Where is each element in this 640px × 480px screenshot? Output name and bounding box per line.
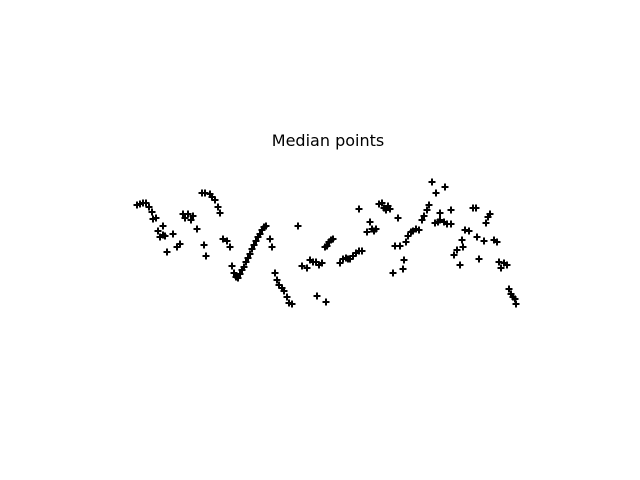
data-point (294, 222, 302, 230)
data-point (378, 199, 386, 207)
data-point (329, 235, 337, 243)
data-point (458, 236, 466, 244)
data-point (148, 208, 156, 216)
data-point (313, 292, 321, 300)
data-point (450, 251, 458, 259)
data-point (425, 201, 433, 209)
data-point (366, 218, 374, 226)
data-point (394, 214, 402, 222)
data-point (236, 270, 244, 278)
data-point (399, 265, 407, 273)
data-point (456, 261, 464, 269)
data-point (372, 225, 380, 233)
marker-layer (133, 178, 520, 308)
data-point (505, 285, 513, 293)
data-point (219, 235, 227, 243)
data-point (415, 226, 423, 234)
data-point (447, 220, 455, 228)
data-point (512, 300, 520, 308)
data-point (475, 255, 483, 263)
data-point (273, 276, 281, 284)
data-point (473, 233, 481, 241)
data-point (240, 263, 248, 271)
data-point (271, 269, 279, 277)
data-point (216, 209, 224, 217)
data-point (465, 227, 473, 235)
data-point (318, 259, 326, 267)
data-point (244, 254, 252, 262)
data-point (400, 256, 408, 264)
data-point (482, 219, 490, 227)
data-point (252, 237, 260, 245)
data-point (248, 245, 256, 253)
data-point (472, 204, 480, 212)
data-point (250, 241, 258, 249)
data-point (423, 206, 431, 214)
data-point (441, 183, 449, 191)
data-point (503, 261, 511, 269)
data-point (402, 238, 410, 246)
data-point (358, 247, 366, 255)
data-point (223, 237, 231, 245)
data-point (189, 212, 197, 220)
data-point (480, 237, 488, 245)
data-point (246, 250, 254, 258)
data-point (355, 205, 363, 213)
data-point (214, 203, 222, 211)
data-point (268, 243, 276, 251)
data-point (493, 238, 501, 246)
data-point (418, 216, 426, 224)
data-point (303, 264, 311, 272)
data-point (169, 230, 177, 238)
data-point (386, 205, 394, 213)
data-point (211, 196, 219, 204)
data-point (228, 262, 236, 270)
data-point (363, 228, 371, 236)
data-point (234, 274, 242, 282)
data-point (436, 216, 444, 224)
data-point (145, 203, 153, 211)
data-point (161, 232, 169, 240)
data-point (323, 242, 331, 250)
data-point (283, 293, 291, 301)
data-point (298, 262, 306, 270)
data-point (322, 298, 330, 306)
data-point (230, 269, 238, 277)
data-point (159, 222, 167, 230)
data-point (193, 225, 201, 233)
data-point (262, 222, 270, 230)
data-point (142, 199, 150, 207)
data-point (420, 212, 428, 220)
data-point (336, 259, 344, 267)
data-point (202, 252, 210, 260)
data-point (432, 189, 440, 197)
data-point (181, 214, 189, 222)
data-point (288, 300, 296, 308)
data-point (242, 258, 250, 266)
data-point (163, 248, 171, 256)
data-point (200, 241, 208, 249)
data-point (226, 243, 234, 251)
data-point (187, 216, 195, 224)
data-point (486, 210, 494, 218)
data-point (497, 264, 505, 272)
data-point (176, 240, 184, 248)
data-point (428, 178, 436, 186)
data-point (396, 242, 404, 250)
data-point (459, 243, 467, 251)
data-point (447, 206, 455, 214)
data-point (280, 287, 288, 295)
data-point (436, 209, 444, 217)
data-point (389, 269, 397, 277)
data-point (453, 246, 461, 254)
data-point (266, 235, 274, 243)
chart-title: Median points (271, 131, 385, 150)
data-point (184, 210, 192, 218)
data-point (256, 230, 264, 238)
data-point (404, 232, 412, 240)
data-point (152, 214, 160, 222)
data-point (154, 227, 162, 235)
